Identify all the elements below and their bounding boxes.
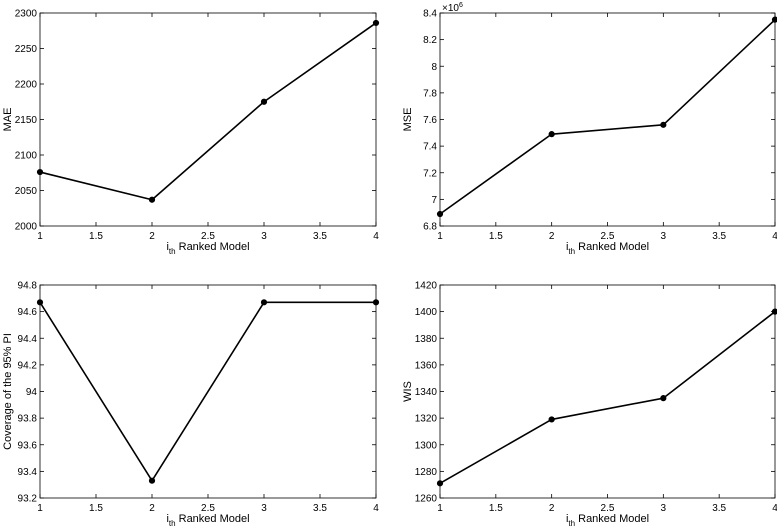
wis-ytick-label: 1400 [415, 307, 438, 318]
coverage-data-point [36, 299, 44, 306]
wis-ytick-label: 1280 [415, 467, 438, 478]
wis-ytick-label: 1260 [415, 494, 438, 505]
mse-xtick-label: 4 [772, 231, 777, 242]
coverage-ytick-label: 93.8 [18, 414, 38, 425]
coverage-xtick-label: 4 [373, 503, 379, 514]
coverage-ytick-label: 94.2 [18, 360, 38, 371]
wis-ytick-label: 1320 [415, 414, 438, 425]
mse-xtick-label: 1 [437, 231, 443, 242]
wis-data-point [548, 416, 555, 423]
mae-series-line [39, 22, 377, 201]
mae-ytick-label: 2050 [15, 186, 38, 197]
mse-ytick-label: 7.8 [423, 88, 437, 99]
mae-xlabel: ith Ranked Model [166, 241, 249, 256]
coverage-ylabel: Coverage of the 95% PI [2, 333, 14, 450]
wis-ytick-label: 1300 [415, 440, 438, 451]
mae-ytick-label: 2250 [15, 44, 38, 55]
coverage-xlabel: ith Ranked Model [166, 513, 249, 528]
coverage-ytick-label: 93.6 [18, 440, 38, 451]
coverage-chart: 1 1.5 2 2.5 3 3.5 4 93.2 93.4 93.6 93.8 94 94.2 94.4 9… [2, 281, 379, 529]
mse-ytick-label: 6.8 [423, 222, 437, 233]
wis-xlabel: ith Ranked Model [566, 513, 649, 528]
mae-ytick-label: 2100 [15, 151, 38, 162]
coverage-ytick-label: 94.6 [18, 307, 38, 318]
coverage-xtick-label: 1.5 [89, 503, 103, 514]
mae-xtick-label: 1.5 [89, 231, 103, 242]
coverage-ytick-label: 94.8 [18, 281, 38, 292]
mse-ytick-label: 8.4 [423, 9, 437, 20]
wis-ytick-label: 1360 [415, 360, 438, 371]
coverage-ytick-label: 93.4 [18, 467, 38, 478]
coverage-ytick-label: 93.2 [18, 494, 38, 505]
wis-series-line [439, 310, 776, 485]
mae-ytick-label: 2200 [15, 80, 38, 91]
wis-data-point [771, 308, 777, 315]
wis-chart: 1 1.5 2 2.5 3 3.5 4 1260 1280 1300 1320 1340 1360 138… [402, 281, 777, 528]
mse-xtick-label: 3 [661, 231, 667, 242]
mse-ytick-label: 7.6 [423, 115, 437, 126]
mae-ytick-label: 2300 [15, 9, 38, 20]
mae-data-point [260, 98, 268, 105]
mse-xlabel: ith Ranked Model [566, 241, 649, 256]
mse-data-point [436, 210, 444, 218]
mae-data-point [148, 196, 156, 203]
wis-xtick-label: 3 [661, 503, 667, 514]
mse-ytick-label: 7.4 [423, 142, 437, 153]
mse-data-point [548, 131, 555, 138]
coverage-ytick-label: 94 [26, 387, 38, 398]
wis-xtick-label: 2 [549, 503, 555, 514]
mae-chart: 1 1.5 2 2.5 3 3.5 4 2000 2050 2100 2150 2200 2250 230… [2, 9, 379, 257]
mae-xtick-label: 3 [261, 231, 267, 242]
coverage-xtick-label: 2.5 [201, 503, 215, 514]
mse-xtick-label: 2 [549, 231, 555, 242]
wis-xtick-label: 4 [772, 503, 777, 514]
mae-xtick-label: 3.5 [313, 231, 327, 242]
mae-ytick-label: 2000 [15, 222, 38, 233]
wis-ytick-label: 1340 [415, 387, 438, 398]
coverage-xtick-label: 3.5 [313, 503, 327, 514]
mse-ytick-label: 7.2 [423, 168, 437, 179]
mse-ytick-label: 8 [431, 62, 437, 73]
mse-series-line [439, 19, 776, 215]
mse-data-point [660, 121, 667, 128]
mae-ytick-label: 2150 [15, 115, 38, 126]
mse-ytick-label: 7 [431, 195, 437, 206]
mae-data-point [372, 19, 380, 27]
mae-xtick-label: 2.5 [201, 231, 215, 242]
mse-xtick-label: 1.5 [489, 231, 503, 242]
mse-chart: 1 1.5 2 2.5 3 3.5 4 6.8 7 7.2 7.4 7.6 7.8 8 8.2 8.4 ×106… [402, 2, 777, 256]
wis-ytick-label: 1420 [415, 281, 438, 292]
mse-xtick-label: 2.5 [601, 231, 615, 242]
wis-data-point [436, 480, 444, 487]
mse-ylabel: MSE [402, 108, 414, 132]
mae-axes-box [39, 12, 377, 227]
mae-ylabel: MAE [2, 108, 14, 132]
wis-xtick-label: 3.5 [712, 503, 726, 514]
mae-xtick-label: 4 [373, 231, 379, 242]
mse-ytick-label: 8.2 [423, 35, 437, 46]
coverage-xtick-label: 1 [37, 503, 43, 514]
wis-xtick-label: 1.5 [489, 503, 503, 514]
coverage-xtick-label: 3 [261, 503, 267, 514]
mse-axes-box [439, 12, 776, 227]
wis-ytick-label: 1380 [415, 334, 438, 345]
coverage-data-point [260, 299, 268, 306]
coverage-xtick-label: 2 [149, 503, 155, 514]
mae-xtick-label: 2 [149, 231, 155, 242]
mse-data-point [771, 16, 777, 23]
coverage-data-point [372, 299, 380, 306]
mse-exponent-label: ×106 [442, 2, 463, 14]
coverage-data-point [148, 477, 156, 484]
coverage-series-line [39, 301, 376, 482]
coverage-ytick-label: 94.4 [18, 334, 38, 345]
wis-data-point [660, 395, 667, 402]
wis-ylabel: WIS [402, 381, 414, 402]
mae-data-point [36, 168, 44, 176]
wis-axes-box [439, 284, 776, 499]
wis-xtick-label: 1 [437, 503, 443, 514]
mae-xtick-label: 1 [37, 231, 43, 242]
wis-xtick-label: 2.5 [601, 503, 615, 514]
mse-xtick-label: 3.5 [712, 231, 726, 242]
